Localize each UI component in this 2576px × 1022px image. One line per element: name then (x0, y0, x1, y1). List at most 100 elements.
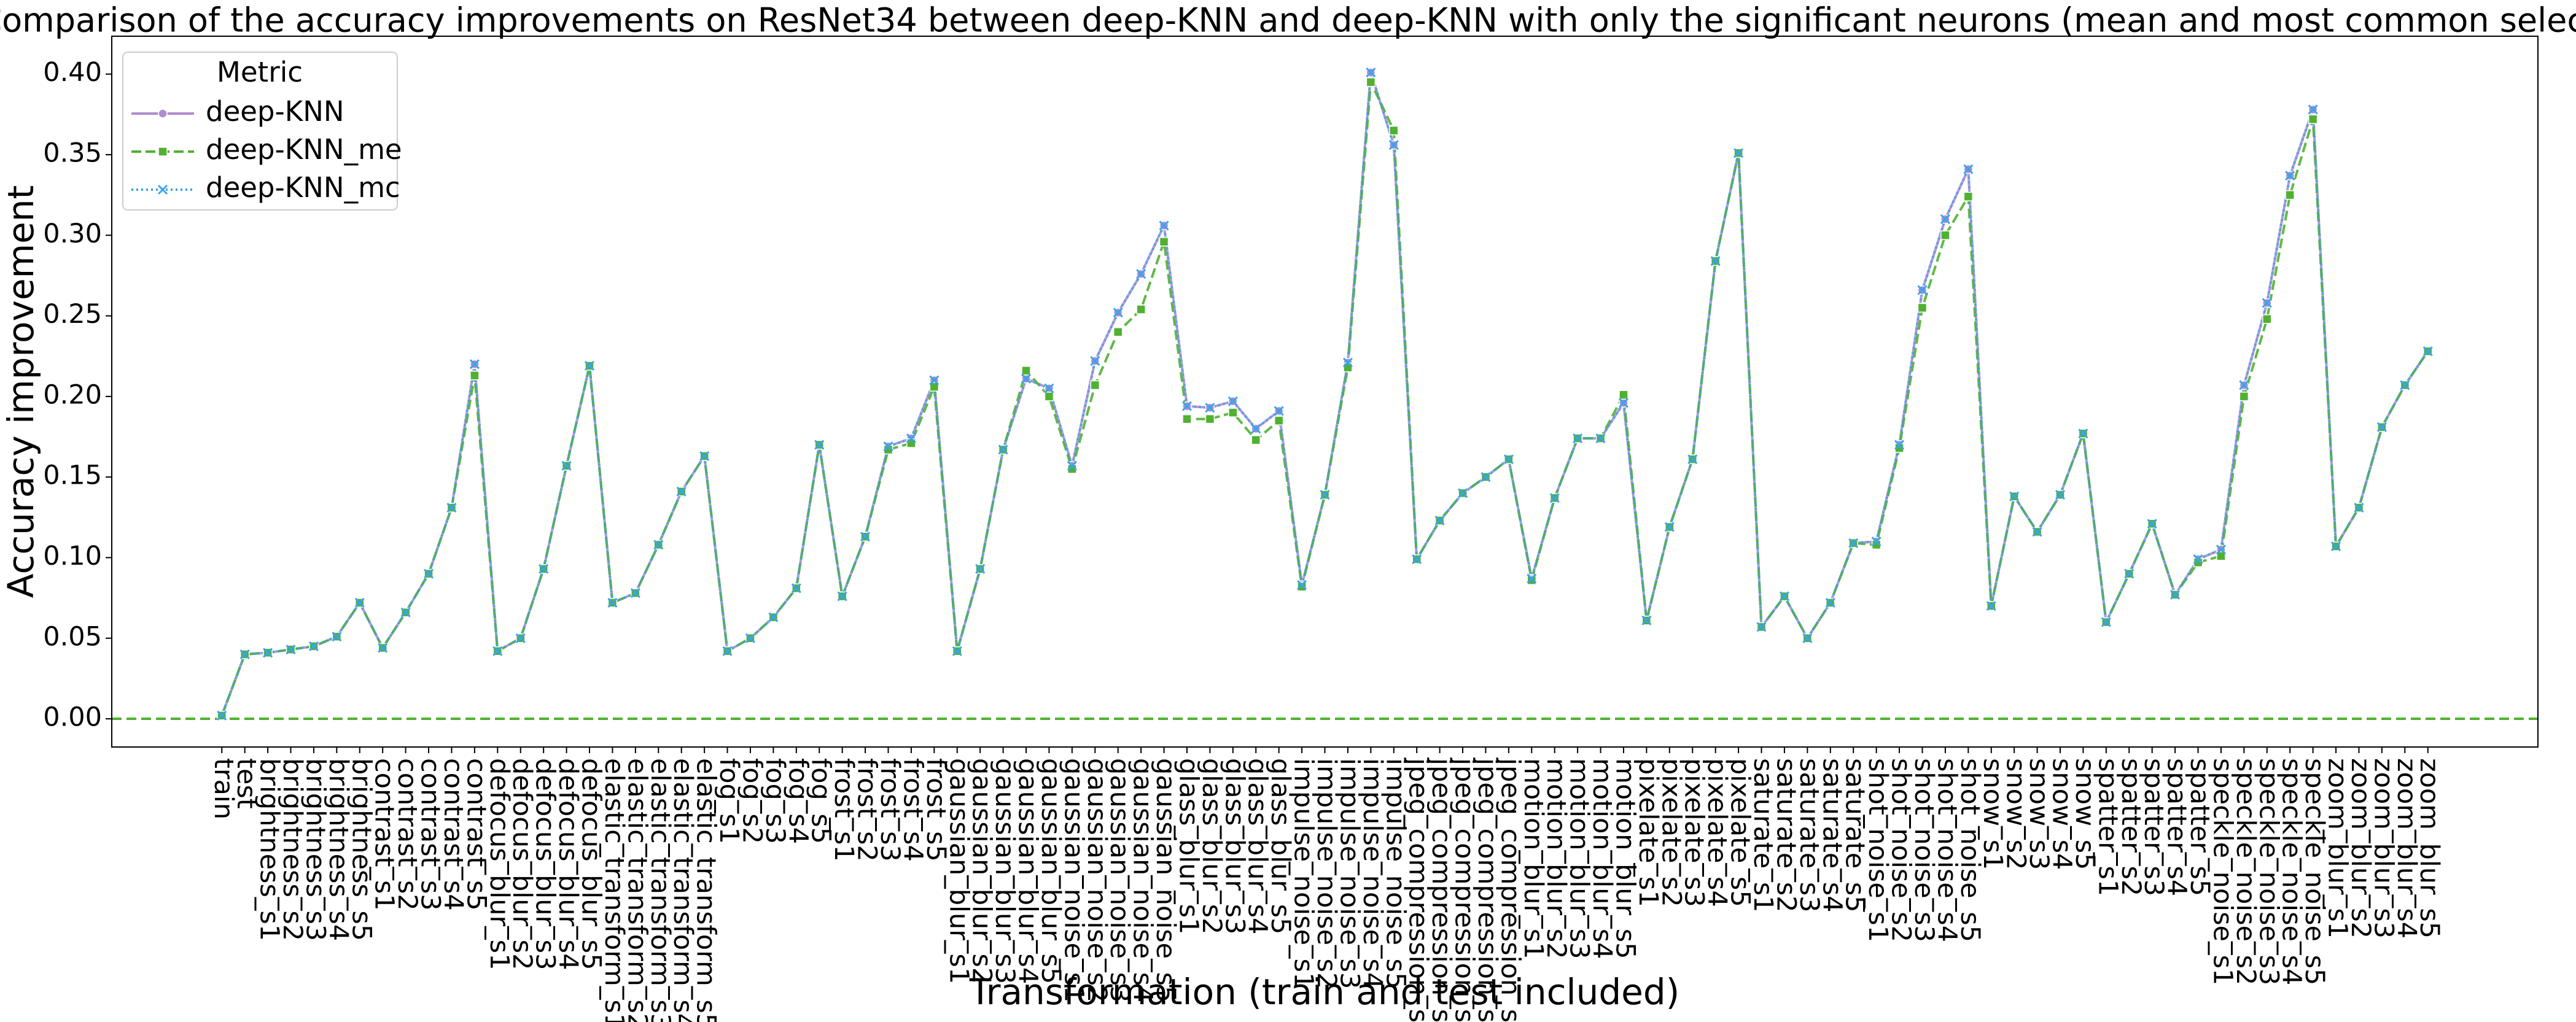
data-point (1251, 435, 1261, 445)
data-point (2239, 392, 2249, 401)
y-tick-label: 0.35 (43, 138, 102, 169)
data-point (1940, 230, 1950, 241)
x-tick-label: glass_blur_s1 (1173, 758, 1204, 934)
data-point (2147, 519, 2157, 529)
x-tick-label: saturate_s1 (1748, 758, 1778, 912)
x-tick-label: elastic_transform_s5 (691, 758, 722, 1022)
data-point (607, 597, 618, 608)
data-point (1136, 269, 1146, 279)
data-point (952, 646, 962, 656)
x-tick-label: train (208, 758, 239, 819)
x-tick-label: speckle_noise_s1 (2207, 758, 2238, 985)
x-tick-label: speckle_noise_s3 (2253, 758, 2284, 985)
data-point (1251, 424, 1261, 434)
x-tick-label: zoom_blur_s5 (2414, 758, 2445, 939)
x-tick-label: impulse_noise_s1 (1288, 758, 1319, 989)
x-tick-label: brightness_s2 (277, 758, 308, 941)
legend: Metric deep-KNN deep-KNN_me deep-KNN_mc (122, 52, 402, 211)
data-point (469, 359, 480, 370)
x-tick-label: shot_noise_s2 (1886, 758, 1916, 942)
data-point (699, 451, 710, 462)
data-point (630, 588, 640, 598)
data-point (2032, 527, 2042, 537)
data-point (1274, 416, 1284, 426)
y-tick-label: 0.10 (43, 541, 102, 571)
legend-box (122, 52, 398, 211)
data-point (470, 370, 480, 381)
data-point (539, 563, 549, 574)
x-tick-label: glass_blur_s4 (1242, 758, 1273, 934)
x-tick-label: pixelate_s2 (1656, 758, 1686, 907)
data-point (1848, 538, 1859, 548)
x-tick-label: motion_blur_s5 (1609, 758, 1640, 959)
x-tick-label: zoom_blur_s1 (2322, 758, 2353, 939)
y-tick-label: 0.30 (43, 219, 102, 249)
x-tick-label: spatter_s3 (2138, 758, 2169, 896)
data-point (929, 375, 940, 385)
y-tick-label: 0.00 (43, 702, 102, 733)
y-tick-label: 0.05 (43, 621, 102, 652)
y-tick-label: 0.25 (43, 299, 102, 330)
data-point (2239, 380, 2249, 390)
x-tick-label: saturate_s4 (1816, 758, 1847, 912)
data-point (1595, 433, 1606, 444)
x-tick-label: defocus_blur_s4 (553, 758, 583, 970)
x-tick-label: impulse_noise_s3 (1334, 758, 1364, 989)
x-tick-label: snow_s2 (2001, 758, 2031, 870)
x-tick-label: impulse_noise_s2 (1311, 758, 1342, 989)
x-tick-label: frost_s5 (920, 758, 951, 862)
data-point (492, 646, 503, 656)
x-tick-label: snow_s5 (2069, 758, 2100, 870)
x-tick-label: elastic_transform_s4 (667, 758, 698, 1022)
x-tick-label: pixelate_s1 (1633, 758, 1664, 907)
data-point (906, 433, 916, 444)
data-point (1136, 304, 1146, 314)
data-point (1710, 256, 1721, 266)
data-point (1228, 396, 1238, 406)
data-point (1389, 125, 1399, 136)
x-tick-label: snow_s1 (1977, 758, 2008, 870)
x-axis-label: Transformation (train and test included) (969, 971, 1680, 1013)
x-tick-label: shot_noise_s1 (1862, 758, 1893, 942)
x-tick-label: shot_noise_s3 (1909, 758, 1939, 942)
data-point (860, 532, 871, 542)
x-tick-label: brightness_s1 (254, 758, 285, 941)
x-tick-label: brightness_s4 (323, 758, 354, 941)
x-tick-label: glass_blur_s3 (1219, 758, 1250, 934)
data-point (1320, 489, 1330, 500)
legend-marker (158, 147, 168, 157)
data-point (1181, 401, 1193, 411)
data-point (1297, 580, 1307, 590)
data-point (883, 441, 893, 452)
x-tick-label: zoom_blur_s4 (2391, 758, 2422, 939)
data-point (1527, 573, 1537, 584)
x-tick-label: contrast_s4 (438, 758, 469, 911)
data-point (998, 444, 1008, 455)
data-point (1090, 356, 1100, 366)
legend-title: Metric (217, 56, 303, 88)
data-point (1182, 414, 1192, 424)
data-point (814, 439, 825, 450)
x-tick-label: jpeg_compression_s2 (1426, 757, 1457, 1022)
data-point (837, 591, 847, 602)
x-tick-label: motion_blur_s2 (1541, 758, 1571, 959)
data-point (1412, 554, 1422, 565)
x-tick-label: gaussian_noise_s1 (1058, 758, 1089, 1002)
x-tick-label: contrast_s1 (369, 758, 400, 911)
data-point (1159, 220, 1169, 231)
data-point (1917, 285, 1928, 295)
data-point (400, 607, 411, 617)
x-tick-label: motion_blur_s3 (1564, 758, 1595, 959)
data-point (975, 563, 986, 574)
data-point (1664, 522, 1675, 532)
data-point (286, 645, 296, 655)
x-tick-label: brightness_s3 (300, 758, 330, 941)
legend-label: deep-KNN (206, 95, 344, 128)
data-point (2308, 114, 2318, 124)
legend-marker (157, 184, 168, 195)
data-point (1986, 601, 1996, 611)
x-tick-label: pixelate_s5 (1725, 758, 1756, 907)
x-tick-label: spatter_s5 (2184, 758, 2215, 896)
x-tick-label: fog_s1 (714, 758, 744, 844)
